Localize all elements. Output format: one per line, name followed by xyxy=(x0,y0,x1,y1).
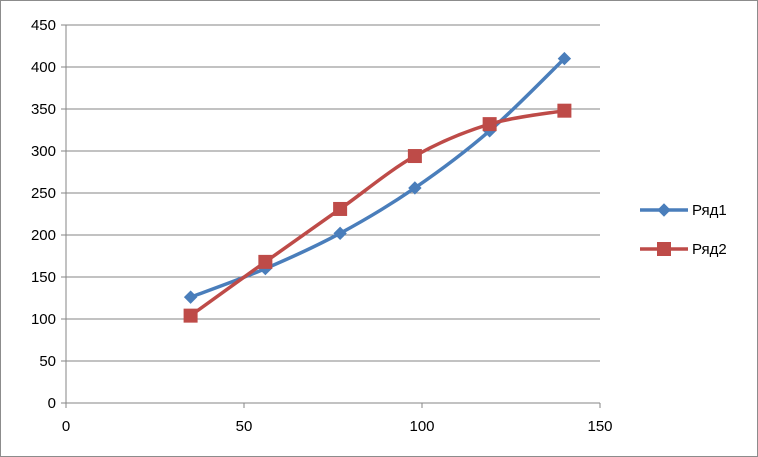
data-point xyxy=(407,149,422,164)
y-tick-label: 200 xyxy=(31,227,56,244)
gridlines xyxy=(66,24,600,362)
x-tick-label: 100 xyxy=(409,418,434,435)
y-tick-label: 350 xyxy=(31,101,56,118)
legend-label: Ряд2 xyxy=(692,241,727,258)
legend-entry-1: Ряд1 xyxy=(640,202,727,219)
legend-marker xyxy=(657,242,671,256)
y-tick-label: 100 xyxy=(31,311,56,328)
x-tick-label: 50 xyxy=(236,418,253,435)
data-point xyxy=(183,290,198,304)
data-point xyxy=(482,117,497,132)
axes: 0 50 100 150 200 250 300 350 400 450 0 50 100 150 xyxy=(31,17,613,435)
y-tick-label: 0 xyxy=(48,395,56,412)
x-tick-label: 0 xyxy=(62,418,70,435)
series-2 xyxy=(183,103,572,323)
legend-label: Ряд1 xyxy=(692,202,727,219)
data-point xyxy=(183,308,198,323)
data-point xyxy=(258,254,273,269)
data-point xyxy=(557,103,572,118)
legend-marker xyxy=(657,203,671,217)
y-tick-label: 300 xyxy=(31,143,56,160)
y-tick-label: 400 xyxy=(31,59,56,76)
data-point xyxy=(333,226,347,241)
y-tick-label: 450 xyxy=(31,17,56,34)
data-point xyxy=(408,181,422,195)
series-1 xyxy=(183,51,572,304)
y-tick-label: 150 xyxy=(31,269,56,286)
y-tick-label: 50 xyxy=(39,353,56,370)
plot-series xyxy=(183,51,572,323)
legend-entry-2: Ряд2 xyxy=(640,241,727,258)
data-point xyxy=(557,51,572,66)
series-line xyxy=(188,56,567,299)
y-tick-label: 250 xyxy=(31,185,56,202)
legend: Ряд1 Ряд2 xyxy=(640,202,727,258)
data-point xyxy=(333,201,348,216)
x-tick-label: 150 xyxy=(587,418,612,435)
